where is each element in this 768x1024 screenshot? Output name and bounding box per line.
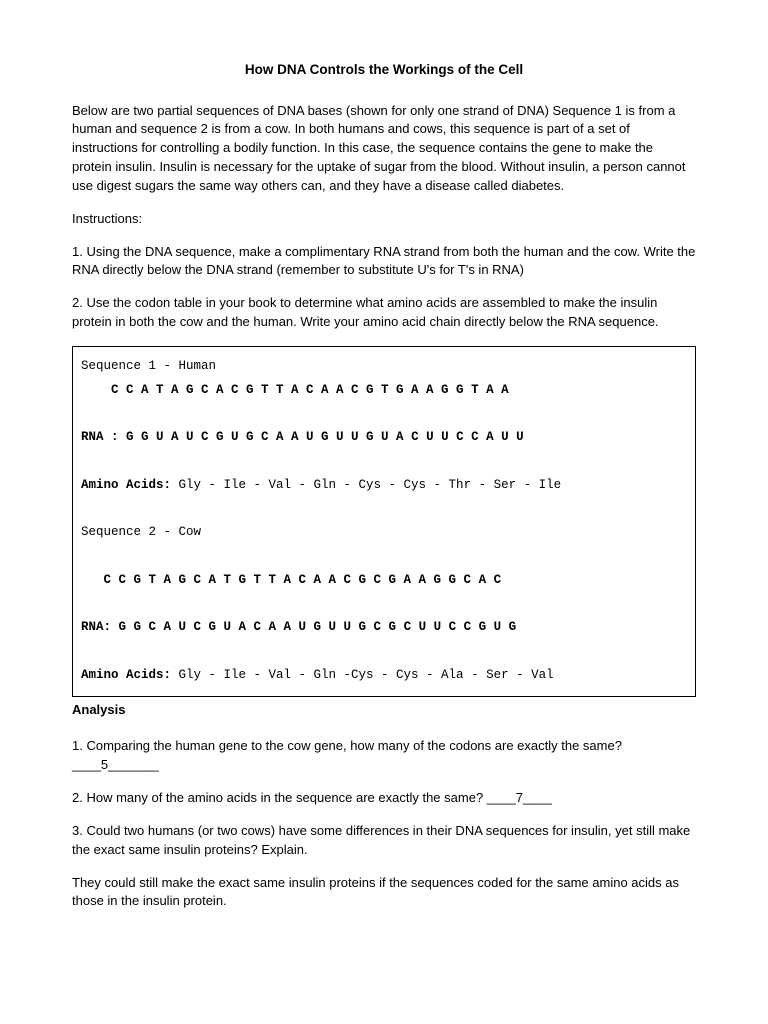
q2-answer: 7 [516,790,523,805]
seq2-rna: G G C A U C G U A C A A U G U U G C G C … [111,620,516,634]
instruction-2: 2. Use the codon table in your book to d… [72,294,696,332]
seq1-aa: Gly - Ile - Val - Gln - Cys - Cys - Thr … [171,478,561,492]
sequence-box: Sequence 1 - Human C C A T A G C A C G T… [72,346,696,697]
question-1: 1. Comparing the human gene to the cow g… [72,737,696,775]
seq1-dna: C C A T A G C A C G T T A C A A C G T G … [81,383,509,397]
q1-text-b: _______ [108,757,159,772]
document-page: How DNA Controls the Workings of the Cel… [0,0,768,965]
seq1-rna-label: RNA : [81,430,119,444]
instructions-label: Instructions: [72,210,696,229]
intro-paragraph: Below are two partial sequences of DNA b… [72,102,696,196]
seq1-aa-label: Amino Acids: [81,478,171,492]
analysis-heading: Analysis [72,701,696,720]
question-3-answer: They could still make the exact same ins… [72,874,696,912]
seq2-aa-label: Amino Acids: [81,668,171,682]
seq2-rna-label: RNA: [81,620,111,634]
page-title: How DNA Controls the Workings of the Cel… [72,60,696,80]
question-3: 3. Could two humans (or two cows) have s… [72,822,696,860]
instruction-1: 1. Using the DNA sequence, make a compli… [72,243,696,281]
seq2-aa: Gly - Ile - Val - Gln -Cys - Cys - Ala -… [171,668,554,682]
q2-text-b: ____ [523,790,552,805]
seq1-label: Sequence 1 - Human [81,359,216,373]
seq2-dna: C C G T A G C A T G T T A C A A C G C G … [81,573,501,587]
seq1-rna: G G U A U C G U G C A A U G U U G U A C … [119,430,524,444]
question-2: 2. How many of the amino acids in the se… [72,789,696,808]
q2-text-a: 2. How many of the amino acids in the se… [72,790,516,805]
seq2-label: Sequence 2 - Cow [81,525,201,539]
